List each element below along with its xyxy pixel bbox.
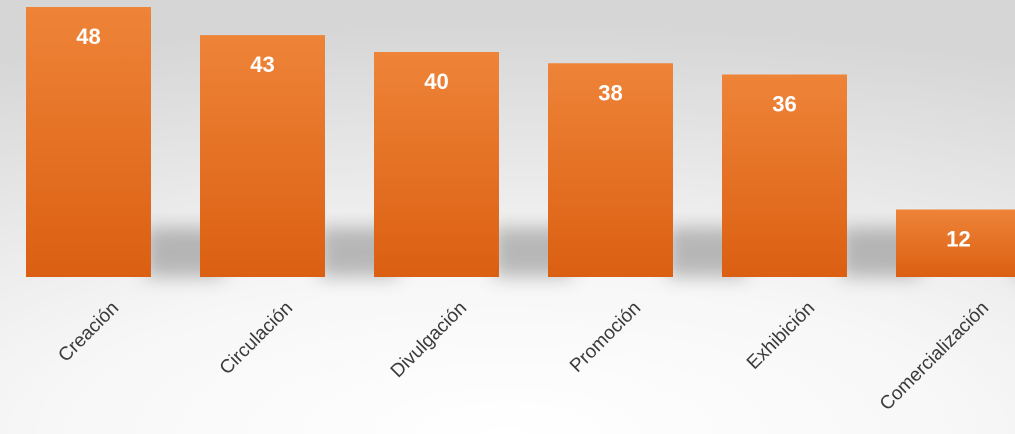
data-label-promocion: 38 bbox=[598, 80, 622, 105]
bar-comercializacion bbox=[896, 209, 1015, 277]
bar-promocion bbox=[548, 63, 673, 277]
bar-exhibicion bbox=[722, 74, 847, 277]
category-label-comercializacion: Comercialización bbox=[876, 298, 993, 415]
category-label-promocion: Promoción bbox=[566, 298, 645, 377]
category-label-divulgacion: Divulgación bbox=[387, 298, 471, 382]
bar-divulgacion bbox=[374, 52, 499, 277]
data-label-comercializacion: 12 bbox=[946, 227, 970, 252]
category-labels-group: Creación Circulación Divulgación Promoción E… bbox=[54, 298, 993, 415]
data-label-exhibicion: 36 bbox=[772, 92, 796, 117]
category-label-circulacion: Circulación bbox=[216, 298, 297, 379]
data-label-circulacion: 43 bbox=[250, 52, 274, 77]
category-label-creacion: Creación bbox=[54, 298, 123, 367]
bar-creacion bbox=[26, 7, 151, 277]
data-labels-group: 48 43 40 38 36 12 bbox=[76, 24, 970, 252]
category-label-exhibicion: Exhibición bbox=[743, 298, 819, 374]
bar-circulacion bbox=[200, 35, 325, 277]
data-label-creacion: 48 bbox=[76, 24, 100, 49]
data-label-divulgacion: 40 bbox=[424, 69, 448, 94]
bars-group bbox=[26, 7, 1015, 277]
